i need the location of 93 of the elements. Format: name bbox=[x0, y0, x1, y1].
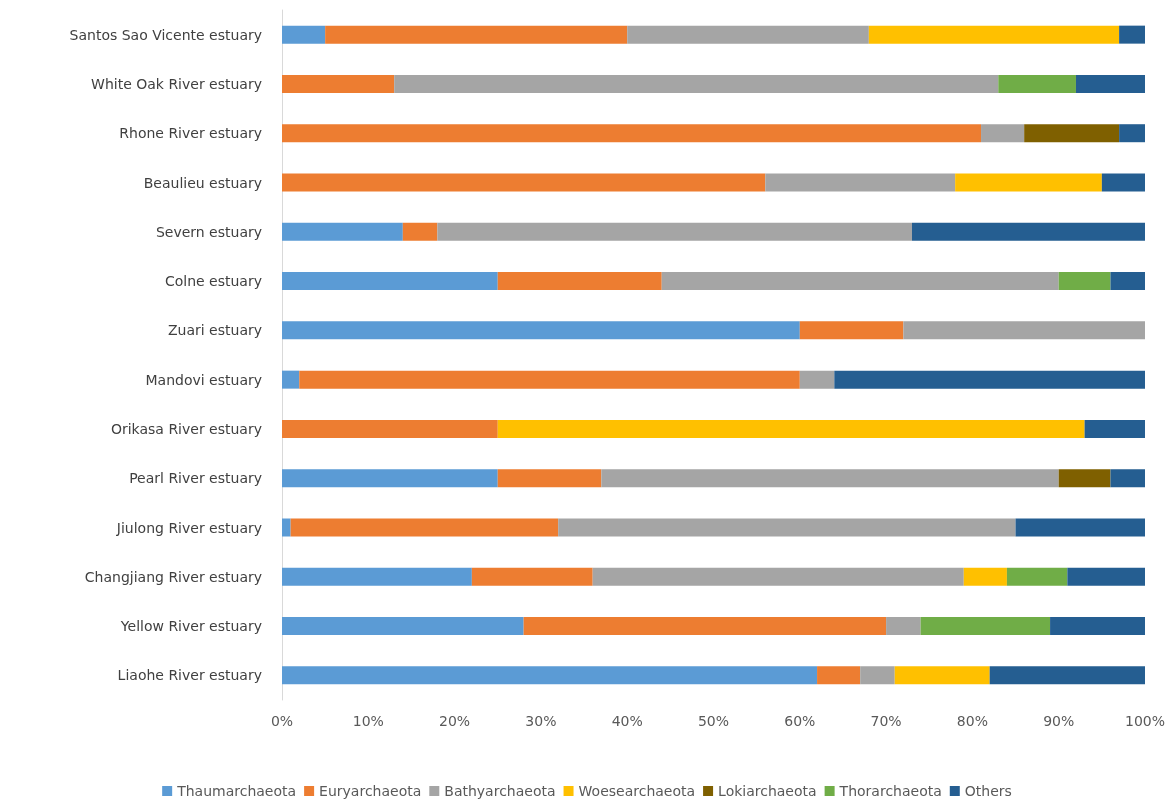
bar bbox=[981, 124, 1025, 143]
x-tick-label: 80% bbox=[956, 713, 988, 729]
y-tick-label: Colne estuary bbox=[164, 273, 262, 290]
bar bbox=[402, 222, 438, 241]
bar bbox=[963, 567, 1007, 586]
bar bbox=[325, 25, 628, 44]
bar bbox=[989, 666, 1145, 685]
legend-label: Bathyarchaeota bbox=[444, 783, 556, 799]
y-tick-label: Mandovi estuary bbox=[145, 371, 262, 388]
bar bbox=[282, 124, 982, 143]
y-tick-label: Beaulieu estuary bbox=[143, 174, 262, 191]
bar bbox=[592, 567, 964, 586]
x-tick-label: 60% bbox=[784, 713, 816, 729]
legend-label: Thorarchaeota bbox=[838, 783, 942, 799]
bar bbox=[1058, 272, 1111, 291]
bar bbox=[437, 222, 912, 241]
bar bbox=[282, 25, 326, 44]
bar bbox=[817, 666, 861, 685]
legend-label: Thaumarchaeota bbox=[176, 783, 297, 799]
bar bbox=[1119, 25, 1145, 44]
bar bbox=[282, 222, 403, 241]
bar bbox=[920, 617, 1051, 636]
bar bbox=[1067, 567, 1145, 586]
legend-label: Others bbox=[964, 783, 1012, 799]
bar bbox=[1015, 518, 1145, 537]
bar bbox=[1110, 272, 1145, 291]
bar bbox=[799, 321, 904, 340]
bar bbox=[290, 518, 559, 537]
y-tick-label: Orikasa River estuary bbox=[110, 420, 262, 437]
legend-label: Woesearchaeota bbox=[578, 783, 696, 799]
bar bbox=[282, 518, 291, 537]
bar bbox=[282, 666, 818, 685]
bar bbox=[282, 74, 395, 93]
bar bbox=[299, 370, 800, 389]
x-tick-label: 100% bbox=[1124, 713, 1166, 729]
x-tick-label: 0% bbox=[270, 713, 294, 729]
y-tick-label: Rhone River estuary bbox=[119, 125, 262, 142]
bar bbox=[1075, 74, 1145, 93]
bar bbox=[1058, 469, 1111, 488]
y-tick-label: Pearl River estuary bbox=[129, 470, 262, 487]
x-tick-label: 40% bbox=[611, 713, 643, 729]
bar bbox=[860, 666, 895, 685]
y-tick-label: Santos Sao Vicente estuary bbox=[69, 26, 262, 43]
y-tick-label: Liaohe River estuary bbox=[117, 667, 262, 684]
x-tick-label: 50% bbox=[697, 713, 730, 729]
bar bbox=[1084, 419, 1145, 438]
bar bbox=[894, 666, 990, 685]
bar bbox=[471, 567, 593, 586]
bar bbox=[868, 25, 1120, 44]
bar bbox=[661, 272, 1059, 291]
bar bbox=[282, 469, 498, 488]
y-tick-label: Zuari estuary bbox=[167, 322, 262, 339]
bar bbox=[282, 419, 498, 438]
y-tick-label: White Oak River estuary bbox=[91, 75, 262, 92]
bar bbox=[903, 321, 1145, 340]
bar bbox=[497, 419, 1085, 438]
bar bbox=[834, 370, 1145, 389]
bar bbox=[1119, 124, 1145, 143]
bar bbox=[998, 74, 1076, 93]
bar bbox=[765, 173, 956, 192]
bar bbox=[282, 567, 472, 586]
legend-label: Euryarchaeota bbox=[319, 783, 422, 799]
y-tick-label: Jiulong River estuary bbox=[115, 519, 262, 536]
bar bbox=[282, 272, 498, 291]
bar bbox=[497, 469, 602, 488]
bar bbox=[1050, 617, 1145, 636]
bar bbox=[1110, 469, 1145, 488]
bar bbox=[1006, 567, 1068, 586]
bar bbox=[282, 370, 300, 389]
legend-label: Lokiarchaeota bbox=[718, 783, 817, 799]
bar bbox=[799, 370, 835, 389]
bar bbox=[911, 222, 1145, 241]
bar bbox=[282, 321, 800, 340]
x-tick-label: 10% bbox=[352, 713, 384, 729]
y-tick-label: Yellow River estuary bbox=[119, 618, 262, 635]
bar bbox=[558, 518, 1016, 537]
x-tick-label: 70% bbox=[870, 713, 902, 729]
x-tick-label: 90% bbox=[1043, 713, 1075, 729]
bar bbox=[497, 272, 662, 291]
bar bbox=[1101, 173, 1145, 192]
y-tick-label: Changjiang River estuary bbox=[84, 568, 262, 585]
bar bbox=[627, 25, 869, 44]
bar bbox=[282, 173, 766, 192]
x-tick-label: 20% bbox=[439, 713, 471, 729]
bar bbox=[886, 617, 921, 636]
bar bbox=[955, 173, 1102, 192]
bar bbox=[394, 74, 999, 93]
bar bbox=[601, 469, 1059, 488]
y-tick-label: Severn estuary bbox=[155, 223, 262, 240]
bar bbox=[1024, 124, 1120, 143]
bar bbox=[523, 617, 887, 636]
x-tick-label: 30% bbox=[525, 713, 557, 729]
bar bbox=[282, 617, 524, 636]
